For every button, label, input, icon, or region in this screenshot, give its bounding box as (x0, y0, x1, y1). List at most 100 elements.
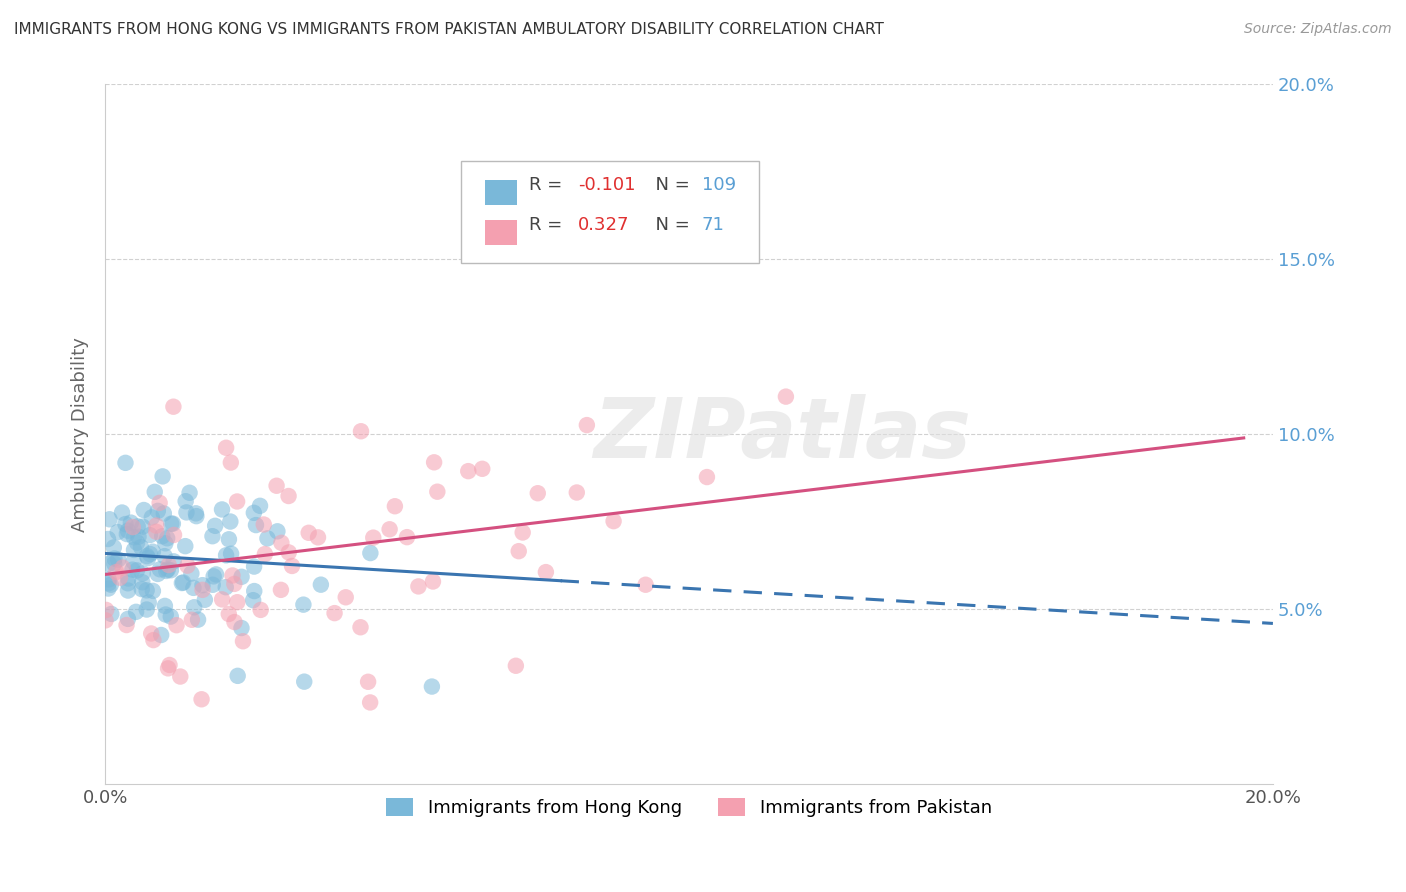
Point (180, 613, 202, 627)
Point (194, 592, 217, 607)
Point (423, 455, 446, 469)
Text: -0.101: -0.101 (578, 177, 636, 194)
Point (150, 628, 173, 642)
Point (157, 661, 180, 675)
Point (138, 595, 160, 609)
Point (146, 566, 169, 581)
Point (135, 602, 157, 616)
Point (378, 522, 401, 536)
Point (157, 558, 180, 572)
Point (122, 543, 145, 558)
Point (408, 579, 430, 593)
Point (335, 591, 357, 605)
Point (226, 494, 249, 508)
Point (191, 582, 214, 597)
FancyBboxPatch shape (485, 220, 517, 245)
Point (114, 517, 136, 532)
Point (457, 464, 479, 478)
Point (232, 634, 254, 648)
Text: R =: R = (529, 217, 568, 235)
Point (115, 618, 138, 632)
Point (111, 506, 134, 520)
Point (169, 669, 191, 683)
Point (131, 519, 153, 533)
Point (211, 592, 233, 607)
Point (696, 470, 718, 484)
Point (201, 578, 224, 592)
Point (122, 530, 145, 544)
Point (121, 563, 143, 577)
Point (162, 516, 184, 531)
Point (219, 456, 242, 470)
Point (190, 692, 212, 706)
Point (634, 578, 657, 592)
Text: Source: ZipAtlas.com: Source: ZipAtlas.com (1244, 22, 1392, 37)
Point (243, 506, 266, 520)
Point (215, 441, 238, 455)
Point (281, 558, 304, 573)
Point (384, 500, 406, 514)
FancyBboxPatch shape (485, 180, 517, 205)
Point (142, 545, 165, 559)
Point (152, 469, 174, 483)
Point (163, 528, 186, 542)
Point (128, 530, 150, 544)
Point (139, 528, 162, 542)
Text: R =: R = (529, 177, 568, 194)
Point (131, 575, 153, 590)
Point (215, 549, 238, 563)
Point (249, 499, 271, 513)
Point (277, 489, 299, 503)
Point (131, 566, 153, 581)
Point (174, 539, 197, 553)
Point (187, 613, 209, 627)
Point (98, 512, 121, 526)
Point (183, 600, 205, 615)
Point (97, 573, 120, 587)
Point (184, 506, 207, 520)
Point (156, 531, 179, 545)
Point (153, 599, 176, 613)
Point (108, 571, 131, 585)
Point (270, 582, 292, 597)
Point (97, 582, 120, 596)
Point (142, 583, 165, 598)
Text: N =: N = (644, 177, 695, 194)
Point (245, 518, 267, 533)
Point (159, 609, 181, 624)
Point (117, 583, 139, 598)
Point (179, 485, 201, 500)
Point (153, 549, 176, 563)
Point (127, 535, 149, 549)
Point (100, 607, 122, 621)
Point (111, 560, 134, 574)
Point (163, 554, 186, 568)
Point (186, 509, 208, 524)
Point (349, 620, 371, 634)
Point (103, 551, 125, 566)
Point (534, 565, 557, 579)
Point (602, 514, 624, 528)
Point (218, 607, 240, 621)
Y-axis label: Ambulatory Disability: Ambulatory Disability (72, 337, 89, 532)
Point (97, 576, 120, 591)
Legend: Immigrants from Hong Kong, Immigrants from Pakistan: Immigrants from Hong Kong, Immigrants fr… (380, 790, 1000, 824)
Point (143, 484, 166, 499)
Point (183, 581, 205, 595)
Text: 109: 109 (702, 177, 735, 194)
Point (309, 577, 332, 591)
Point (122, 555, 145, 569)
Point (162, 400, 184, 414)
Point (205, 567, 228, 582)
Point (226, 669, 249, 683)
Point (149, 562, 172, 576)
Point (219, 515, 242, 529)
Point (204, 518, 226, 533)
Point (221, 568, 243, 582)
Point (155, 607, 177, 622)
Point (100, 577, 122, 591)
Point (307, 530, 329, 544)
Point (266, 479, 288, 493)
Point (249, 603, 271, 617)
Point (215, 580, 238, 594)
